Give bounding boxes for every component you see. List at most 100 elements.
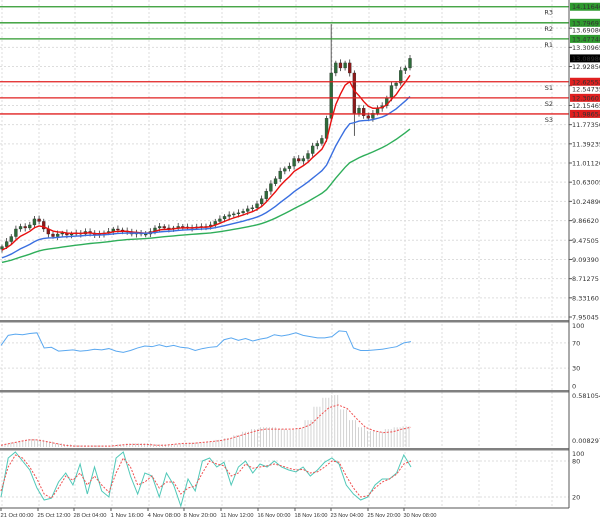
candle-bull[interactable]	[14, 228, 18, 237]
moving-average-1	[1, 74, 411, 251]
y-tick-label: 70	[572, 339, 580, 347]
level-label-s1: S1	[545, 84, 553, 92]
y-tick-label: 12.15465	[572, 102, 600, 110]
candle-bull[interactable]	[4, 241, 9, 247]
y-tick-label: 7.95045	[572, 314, 599, 322]
y-tick-label: 0	[572, 383, 576, 391]
candle-bull[interactable]	[375, 108, 380, 114]
x-tick-label: 8 Nov 20:00	[184, 513, 217, 519]
candle-bull[interactable]	[255, 203, 259, 208]
candle-bull[interactable]	[357, 108, 361, 114]
level-label-s3: S3	[545, 116, 553, 124]
y-tick-label: 13.69080	[572, 27, 600, 35]
candle-bear[interactable]	[361, 108, 366, 116]
candle-bull[interactable]	[144, 233, 148, 236]
candle-bull[interactable]	[232, 213, 236, 216]
candle-bear[interactable]	[348, 62, 352, 74]
candle-bear[interactable]	[116, 228, 120, 231]
candle-bear[interactable]	[162, 226, 166, 229]
y-tick-label: 9.47505	[572, 237, 599, 245]
candle-bull[interactable]	[32, 218, 37, 226]
candle-bull[interactable]	[269, 183, 273, 192]
panel-separator[interactable]	[0, 390, 569, 393]
candle-bear[interactable]	[352, 72, 357, 114]
y-tick-label: 8.71275	[572, 275, 599, 283]
candle-bull[interactable]	[227, 214, 231, 217]
y-tick-label: 20	[572, 494, 580, 502]
oscillator-panel-2[interactable]	[0, 395, 412, 447]
oscillator-3-signal	[0, 454, 412, 499]
candle-bear[interactable]	[338, 62, 343, 69]
candle-bull[interactable]	[60, 232, 64, 235]
x-tick-label: 16 Nov 00:00	[258, 513, 291, 519]
y-tick-label: 9.86620	[572, 217, 599, 225]
y-tick-label: 80	[572, 458, 580, 466]
candle-bull[interactable]	[320, 138, 324, 144]
candle-bull[interactable]	[157, 226, 162, 229]
level-price-tag	[570, 2, 600, 11]
level-label-r3: R3	[544, 9, 553, 17]
candle-bull[interactable]	[389, 85, 394, 99]
candle-bull[interactable]	[236, 212, 241, 215]
y-tick-label: 11.01120	[572, 160, 600, 168]
candle-bull[interactable]	[28, 224, 32, 229]
candle-bull[interactable]	[278, 170, 282, 179]
candle-bull[interactable]	[55, 233, 60, 237]
candle-bull[interactable]	[250, 207, 255, 210]
level-price-label: 12.30601	[572, 94, 600, 102]
candle-bull[interactable]	[343, 62, 347, 69]
candle-bull[interactable]	[69, 233, 74, 236]
y-tick-label: 30	[572, 365, 580, 373]
x-tick-label: 18 Nov 16:00	[295, 513, 328, 519]
candle-bear[interactable]	[297, 158, 301, 162]
candle-bear[interactable]	[42, 221, 46, 230]
y-tick-label: 100	[572, 450, 584, 458]
level-price-label: 13.79697	[572, 19, 600, 27]
candle-bull[interactable]	[0, 246, 4, 250]
y-tick-label: 13.30965	[572, 44, 600, 52]
panel-separator[interactable]	[0, 320, 569, 323]
oscillator-panel-1[interactable]	[0, 330, 412, 353]
candle-bull[interactable]	[315, 143, 319, 147]
candle-bull[interactable]	[287, 165, 292, 169]
candle-bull[interactable]	[403, 67, 408, 71]
y-tick-label: 10.63005	[572, 179, 600, 187]
candle-bull[interactable]	[18, 226, 23, 230]
candle-bull[interactable]	[241, 211, 245, 214]
candle-bear[interactable]	[51, 233, 55, 237]
candle-bull[interactable]	[310, 145, 315, 154]
candle-bull[interactable]	[301, 158, 306, 162]
level-price-tag	[570, 77, 600, 86]
candle-bull[interactable]	[222, 216, 227, 220]
candle-bull[interactable]	[273, 178, 278, 184]
candle-bull[interactable]	[218, 218, 222, 222]
candle-bull[interactable]	[408, 58, 412, 69]
y-tick-label: 9.09390	[572, 256, 599, 264]
oscillator-panel-3[interactable]	[0, 451, 412, 508]
panel-separator[interactable]	[0, 448, 569, 451]
y-tick-label: 12.54735	[572, 86, 600, 94]
candle-bull[interactable]	[334, 62, 338, 74]
candle-bull[interactable]	[246, 208, 250, 212]
price-panel[interactable]: R3 R2 R1 S1 S2 S3	[0, 6, 569, 264]
y-tick-label: 12.92850	[572, 63, 600, 71]
candle-bear[interactable]	[37, 218, 41, 222]
candle-bull[interactable]	[399, 70, 403, 84]
candle-bull[interactable]	[329, 72, 333, 119]
x-tick-label: 25 Oct 12:00	[38, 513, 71, 519]
candle-bull[interactable]	[9, 236, 13, 242]
x-tick-label: 30 Nov 08:00	[404, 513, 437, 519]
oscillator-3-main	[0, 451, 412, 508]
candle-bull[interactable]	[292, 158, 296, 167]
candle-bull[interactable]	[394, 82, 398, 86]
candle-bear[interactable]	[366, 115, 370, 119]
candle-bull[interactable]	[259, 198, 264, 204]
candle-bear[interactable]	[23, 226, 27, 229]
candle-bull[interactable]	[371, 113, 375, 119]
candle-bull[interactable]	[264, 191, 268, 199]
candle-bull[interactable]	[306, 153, 310, 159]
candle-bull[interactable]	[283, 168, 287, 172]
